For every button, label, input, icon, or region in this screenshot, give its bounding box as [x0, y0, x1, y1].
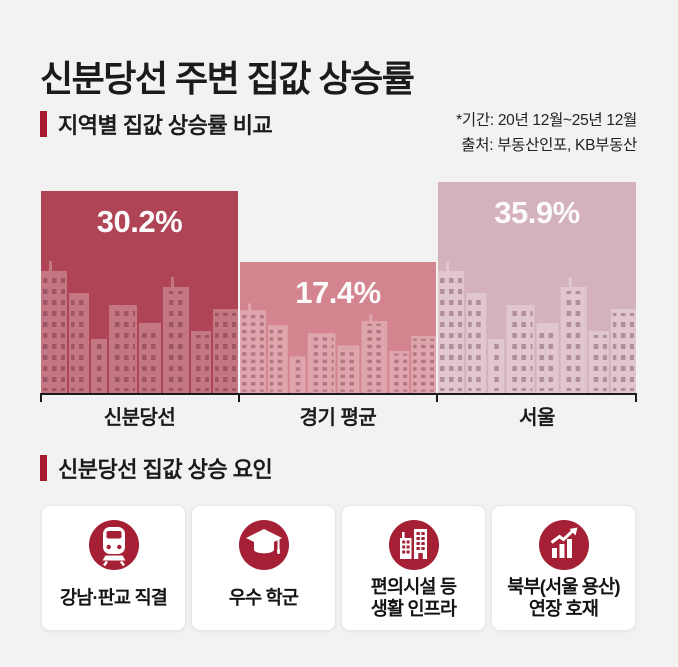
- chart-notes: *기간: 20년 12월~25년 12월 출처: 부동산인포, KB부동산: [456, 108, 637, 158]
- graduation-cap-icon: [245, 529, 282, 554]
- section-header-factors: 신분당선 집값 상승 요인: [40, 452, 273, 484]
- bar-segment-seoul: 35.9%: [438, 182, 636, 393]
- accent-bar: [40, 111, 47, 137]
- apartment-skyline-texture: [41, 261, 238, 393]
- factor-label: 우수 학군: [192, 570, 335, 630]
- factor-card-infrastructure: 편의시설 등 생활 인프라: [341, 505, 486, 631]
- apartment-skyline-texture: [240, 303, 436, 393]
- axis-tick: [238, 393, 240, 402]
- category-label-sinbundang: 신분당선: [103, 407, 176, 429]
- factor-label: 강남·판교 직결: [42, 570, 185, 630]
- page-title: 신분당선 주변 집값 상승률: [40, 58, 415, 100]
- factor-card-gangnam-pangyo: 강남·판교 직결: [41, 505, 186, 631]
- section-header-comparison: 지역별 집값 상승률 비교: [40, 108, 273, 140]
- apartment-skyline-texture: [438, 261, 636, 393]
- icon-circle: [388, 520, 439, 570]
- factor-label: 북부(서울 용산) 연장 호재: [492, 570, 635, 630]
- period-note: *기간: 20년 12월~25년 12월: [456, 112, 637, 129]
- icon-circle: [88, 520, 139, 570]
- section-title-comparison: 지역별 집값 상승률 비교: [58, 113, 273, 138]
- factor-label: 편의시설 등 생활 인프라: [342, 570, 485, 630]
- axis-tick: [635, 393, 637, 402]
- icon-circle: [238, 520, 289, 570]
- factor-label-line: 편의시설 등: [370, 575, 457, 597]
- x-axis-line: [40, 393, 637, 395]
- axis-tick: [436, 393, 438, 402]
- accent-bar: [40, 455, 47, 481]
- icon-circle: [538, 520, 589, 570]
- category-label-gyeonggi: 경기 평균: [299, 407, 377, 429]
- factor-card-school-district: 우수 학군: [191, 505, 336, 631]
- factor-label-line: 강남·판교 직결: [59, 586, 168, 608]
- bar-segment-gyeonggi: 17.4%: [240, 262, 436, 393]
- factor-label-line: 북부(서울 용산): [507, 575, 620, 597]
- factor-label-line: 생활 인프라: [370, 598, 457, 619]
- factor-label-line: 연장 호재: [528, 598, 599, 619]
- bar-value-label: 30.2%: [96, 204, 183, 239]
- bar-value-label: 35.9%: [494, 195, 580, 230]
- buildings-icon: [399, 529, 427, 559]
- factor-card-northern-extension: 북부(서울 용산) 연장 호재: [491, 505, 636, 631]
- source-note: 출처: 부동산인포, KB부동산: [461, 137, 637, 154]
- chart-up-icon: [550, 527, 577, 558]
- axis-tick: [40, 393, 42, 402]
- bar-segment-sinbundang: 30.2%: [41, 191, 238, 393]
- bar-value-label: 17.4%: [295, 275, 381, 310]
- factor-label-line: 우수 학군: [228, 586, 299, 608]
- category-label-seoul: 서울: [519, 407, 555, 429]
- train-icon: [102, 527, 125, 567]
- section-title-factors: 신분당선 집값 상승 요인: [58, 457, 273, 482]
